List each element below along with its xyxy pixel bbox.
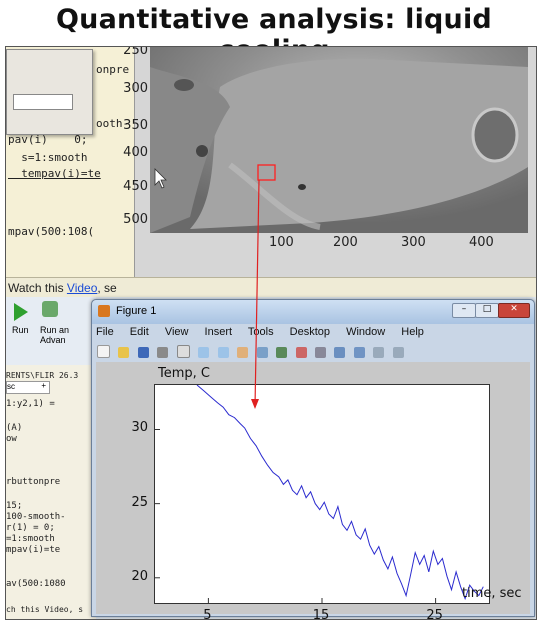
figure-1-window: Figure 1 – □ ✕ File Edit View Insert Too… [91, 299, 535, 619]
hide-tools-icon[interactable] [373, 347, 385, 358]
run-advance-icon[interactable] [42, 301, 58, 317]
tick-label-layer: 5 15 25 20 25 30 [96, 362, 530, 619]
editor-pane: RENTS\FLIR 26.3 sc + 1:y2,1) = (A) ow rb… [6, 365, 96, 619]
code-line: s=1:smooth [8, 151, 88, 164]
x-tick-label: 15 [312, 608, 330, 620]
colorbar-icon[interactable] [334, 347, 346, 358]
matlab-logo-icon [98, 305, 110, 317]
plot-area: Temp, C time, sec 5 15 25 20 25 30 [96, 362, 530, 619]
x-tick-label: 5 [203, 608, 212, 620]
menu-desktop[interactable]: Desktop [289, 326, 331, 338]
x-tick-label: 25 [426, 608, 443, 620]
x-tick-label: 300 [401, 235, 426, 250]
code-line: mpav(i)=te [6, 545, 61, 555]
code-line: =1:smooth [6, 534, 55, 544]
status-text: Watch this [8, 281, 67, 295]
thermal-image [150, 47, 528, 233]
menu-insert[interactable]: Insert [204, 326, 233, 338]
code-line: av(500:1080 [6, 579, 66, 589]
y-axis-label: Temp, C [158, 366, 210, 381]
code-line: 1:y2,1) = [6, 399, 55, 409]
x-tick-label: 100 [269, 235, 294, 250]
code-line: 100-smooth- [6, 512, 66, 522]
open-file-icon[interactable] [118, 347, 130, 358]
video-link[interactable]: Video [66, 281, 98, 295]
dialog-text-field[interactable] [13, 94, 73, 110]
add-tab-icon[interactable]: + [41, 381, 46, 390]
close-button[interactable]: ✕ [498, 303, 530, 318]
menu-view[interactable]: View [164, 326, 189, 338]
pan-icon[interactable] [237, 347, 249, 358]
y-tick-label: 20 [131, 568, 148, 584]
y-tick-label: 350 [123, 118, 148, 133]
run-advance-button-label[interactable]: Run an Advan [40, 325, 70, 345]
code-line: mpav(500:108( [8, 225, 95, 238]
y-tick-label: 300 [123, 81, 148, 96]
legend-icon[interactable] [353, 347, 365, 358]
y-tick-label: 450 [123, 179, 148, 194]
run-button-label[interactable]: Run [12, 325, 29, 335]
data-cursor-icon[interactable] [276, 347, 288, 358]
menu-help[interactable]: Help [401, 326, 424, 338]
status-bar: Watch this Video, se [6, 277, 536, 298]
ir-image-figure: 250 300 350 400 450 500 100 200 300 400 [123, 47, 536, 277]
code-line: 15; [6, 501, 23, 511]
connector-line [254, 179, 260, 408]
code-line: rbuttonpre [6, 477, 61, 487]
connector-overlay [251, 179, 260, 409]
menu-edit[interactable]: Edit [129, 326, 149, 338]
x-axis-label: time, sec [462, 586, 522, 601]
code-line: (A) [6, 423, 23, 433]
figure-menu-bar: File Edit View Insert Tools Desktop Wind… [96, 326, 528, 342]
thermal-image-drawing [150, 47, 528, 233]
y-tick-label: 25 [131, 494, 148, 510]
run-icon[interactable] [14, 303, 28, 321]
figure-title-bar[interactable]: Figure 1 – □ ✕ [92, 300, 534, 324]
y-tick-label: 500 [123, 212, 148, 227]
code-line: tempav(i)=te [8, 167, 101, 180]
code-line: r(1) = 0; [6, 523, 55, 533]
screenshot-frame: onpre ooth- pav(i) 0; s=1:smooth tempav(… [5, 46, 537, 620]
show-tools-icon[interactable] [392, 347, 404, 358]
x-tick-label: 200 [333, 235, 358, 250]
y-tick-label: 30 [131, 420, 148, 436]
dialog-window [6, 49, 93, 135]
zoom-in-icon[interactable] [198, 347, 210, 358]
x-tick-label: 400 [469, 235, 494, 250]
status-text-suffix: , se [97, 281, 117, 295]
code-line: pav(i) 0; [8, 133, 88, 146]
print-icon[interactable] [157, 347, 169, 358]
temperature-line-chart [155, 384, 484, 603]
menu-file[interactable]: File [96, 326, 114, 338]
code-line: ow [6, 434, 17, 444]
code-line: onpre [96, 63, 130, 76]
menu-window[interactable]: Window [346, 326, 386, 338]
code-line: ooth- [96, 117, 130, 130]
series-line [196, 384, 484, 601]
pointer-icon[interactable] [176, 345, 190, 358]
editor-tab-label: sc [7, 382, 15, 391]
new-figure-icon[interactable] [97, 345, 110, 358]
code-line: ch this Video, s [6, 605, 84, 614]
matlab-toolstrip: Run Run an Advan [6, 297, 96, 366]
save-icon[interactable] [137, 347, 149, 358]
brush-icon[interactable] [295, 347, 307, 358]
menu-tools[interactable]: Tools [247, 326, 274, 338]
connector-arrowhead [251, 399, 259, 409]
figure-title: Figure 1 [116, 305, 157, 317]
file-path: RENTS\FLIR 26.3 [6, 371, 79, 380]
y-tick-label: 250 [123, 46, 148, 58]
zoom-out-icon[interactable] [217, 347, 229, 358]
y-tick-label: 400 [123, 145, 148, 160]
editor-tab[interactable]: sc + [6, 381, 50, 394]
figure-toolbar [96, 342, 528, 360]
plot-axes [154, 384, 490, 604]
rotate-icon[interactable] [256, 347, 268, 358]
link-icon[interactable] [314, 347, 326, 358]
